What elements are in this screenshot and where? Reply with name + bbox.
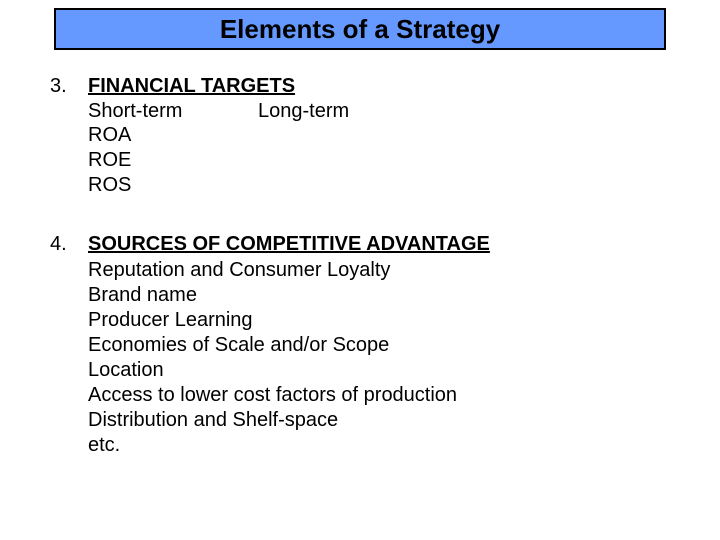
section-number: 3. bbox=[50, 75, 88, 198]
section-body: FINANCIAL TARGETS Short-term Long-term R… bbox=[88, 75, 670, 198]
section-number: 4. bbox=[50, 233, 88, 458]
section-4: 4. SOURCES OF COMPETITIVE ADVANTAGE Repu… bbox=[50, 233, 670, 458]
section-heading: FINANCIAL TARGETS bbox=[88, 75, 670, 98]
list-item: Distribution and Shelf-space bbox=[88, 408, 670, 433]
list-item: Economies of Scale and/or Scope bbox=[88, 333, 670, 358]
title-box: Elements of a Strategy bbox=[54, 8, 666, 50]
list-item: etc. bbox=[88, 433, 670, 458]
list-item: Access to lower cost factors of producti… bbox=[88, 383, 670, 408]
page-title: Elements of a Strategy bbox=[220, 14, 500, 45]
list-item: Reputation and Consumer Loyalty bbox=[88, 258, 670, 283]
list-item: Brand name bbox=[88, 283, 670, 308]
list-item: ROS bbox=[88, 173, 670, 198]
content-area: 3. FINANCIAL TARGETS Short-term Long-ter… bbox=[50, 75, 670, 493]
list-item: ROE bbox=[88, 148, 670, 173]
section-heading: SOURCES OF COMPETITIVE ADVANTAGE bbox=[88, 233, 670, 256]
term-row: Short-term Long-term bbox=[88, 100, 670, 123]
list-item: Producer Learning bbox=[88, 308, 670, 333]
list-item: ROA bbox=[88, 123, 670, 148]
section-body: SOURCES OF COMPETITIVE ADVANTAGE Reputat… bbox=[88, 233, 670, 458]
section-3: 3. FINANCIAL TARGETS Short-term Long-ter… bbox=[50, 75, 670, 198]
list-item: Location bbox=[88, 358, 670, 383]
term-short: Short-term bbox=[88, 100, 258, 123]
term-long: Long-term bbox=[258, 100, 670, 123]
